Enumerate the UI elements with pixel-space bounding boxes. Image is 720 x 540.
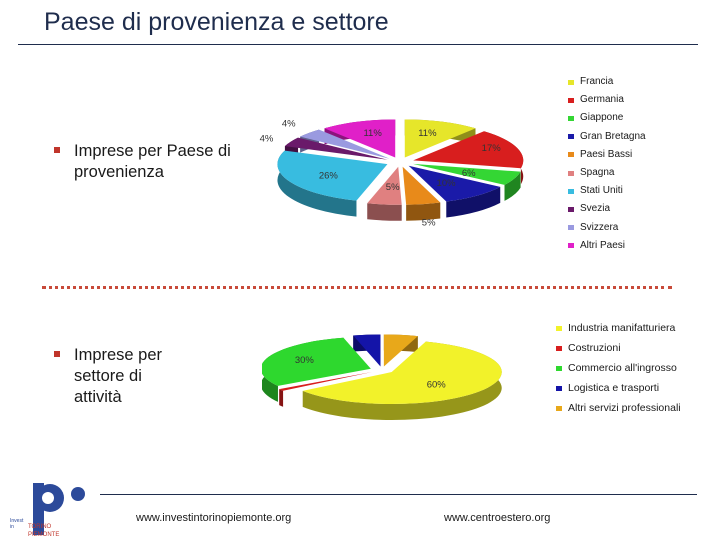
legend-swatch	[568, 79, 574, 85]
legend-item-spagna: Spagna	[568, 164, 646, 182]
legend-label: Commercio all'ingrosso	[568, 362, 677, 374]
legend-swatch	[568, 188, 574, 194]
pie-chart-sector: 60%1%30%4%5%	[262, 325, 502, 421]
legend-swatch	[556, 325, 562, 331]
legend-item-svezia: Svezia	[568, 200, 646, 218]
bullet-marker	[54, 351, 60, 357]
legend-item-costruzioni: Costruzioni	[556, 338, 681, 358]
legend-label: Paesi Bassi	[580, 148, 633, 160]
svg-text:TORINO: TORINO	[28, 524, 52, 530]
legend-item-paesi-bassi: Paesi Bassi	[568, 146, 646, 164]
slice-altri-paesi	[324, 119, 396, 158]
slice-commercio-all-ingrosso	[262, 337, 371, 402]
data-label-giappone: 6%	[462, 168, 476, 179]
slide-title: Paese di provenienza e settore	[44, 8, 389, 36]
legend-swatch	[568, 97, 574, 103]
footer-rule	[100, 494, 697, 495]
legend-swatch	[568, 134, 574, 140]
bullet-country: Imprese per Paese di provenienza	[54, 141, 264, 183]
legend-label: Gran Bretagna	[580, 130, 646, 142]
svg-text:PIEMONTE: PIEMONTE	[28, 532, 59, 538]
bullet-country-text: Imprese per Paese di provenienza	[74, 142, 231, 181]
slice-germania	[413, 131, 524, 185]
legend-country: Francia Germania Giappone Gran Bretagna Paes…	[568, 73, 646, 255]
legend-item-industria-manifatturiera: Industria manifatturiera	[556, 318, 681, 338]
legend-item-commercio-all-ingrosso: Commercio all'ingrosso	[556, 358, 681, 378]
svg-text:in: in	[10, 524, 14, 530]
legend-item-logistica-e-trasporti: Logistica e trasporti	[556, 378, 681, 398]
slice-logistica-e-trasporti	[353, 334, 381, 367]
data-label-svizzera: 4%	[282, 118, 296, 129]
data-label-germania: 17%	[482, 143, 502, 154]
svg-text:Invest: Invest	[10, 518, 24, 524]
slice-altri-servizi-professionali	[383, 334, 418, 367]
legend-label: Industria manifatturiera	[568, 322, 676, 334]
legend-item-giappone: Giappone	[568, 109, 646, 127]
slice-giappone	[412, 163, 521, 201]
slice-paesi-bassi	[402, 166, 441, 221]
pie-chart-country: 11% 17% 6% 10% 5% 5% 26% 4% 4% 11%	[260, 118, 524, 228]
dotted-divider	[42, 286, 672, 289]
legend-item-francia: Francia	[568, 73, 646, 91]
title-underline	[18, 44, 698, 45]
url-invest[interactable]: www.investintorinopiemonte.org	[136, 512, 292, 524]
legend-swatch	[568, 243, 574, 249]
data-label-francia: 11%	[418, 128, 437, 139]
slice-francia	[404, 119, 476, 158]
legend-swatch	[568, 152, 574, 158]
data-label-industria-manifatturiera: 60%	[427, 379, 447, 390]
bullet-marker	[54, 147, 60, 153]
data-label-svezia: 4%	[260, 133, 274, 144]
legend-swatch	[568, 225, 574, 231]
legend-label: Svizzera	[580, 221, 619, 233]
slice-gran-bretagna	[408, 165, 501, 218]
legend-label: Germania	[580, 94, 624, 106]
url-centroestero[interactable]: www.centroestero.org	[444, 512, 551, 524]
legend-label: Logistica e trasporti	[568, 382, 660, 394]
legend-label: Spagna	[580, 167, 615, 179]
data-label-altri-servizi-professionali: 5%	[399, 325, 413, 328]
legend-swatch	[556, 365, 562, 371]
legend-label: Giappone	[580, 112, 624, 124]
legend-swatch	[568, 207, 574, 213]
legend-swatch	[568, 116, 574, 121]
legend-item-gran-bretagna: Gran Bretagna	[568, 128, 646, 146]
data-label-paesi-bassi: 5%	[422, 217, 436, 228]
data-label-stati-uniti: 26%	[319, 170, 339, 181]
legend-label: Stati Uniti	[580, 185, 623, 197]
data-label-spagna: 5%	[386, 182, 400, 193]
legend-item-stati-uniti: Stati Uniti	[568, 182, 646, 200]
data-label-commercio-all-ingrosso: 30%	[295, 355, 315, 366]
slice-industria-manifatturiera	[302, 341, 502, 421]
legend-item-germania: Germania	[568, 91, 646, 109]
legend-item-altri-servizi-professionali: Altri servizi professionali	[556, 398, 681, 418]
bullet-sector: Imprese per settore di attività	[54, 345, 194, 408]
legend-item-svizzera: Svizzera	[568, 219, 646, 237]
legend-swatch	[556, 385, 562, 391]
legend-swatch	[556, 345, 562, 351]
data-label-gran-bretagna: 10%	[437, 178, 457, 189]
invest-torino-piemonte-logo: Invest in TORINO PIEMONTE	[10, 483, 85, 538]
legend-label: Altri servizi professionali	[568, 402, 681, 414]
data-label-altri-paesi: 11%	[363, 128, 382, 139]
legend-label: Costruzioni	[568, 342, 621, 354]
bullet-sector-text: Imprese per settore di attività	[74, 346, 163, 406]
slice-spagna	[367, 166, 402, 221]
slice-stati-uniti	[277, 150, 388, 217]
legend-label: Svezia	[580, 203, 611, 215]
legend-label: Altri Paesi	[580, 239, 626, 251]
legend-item-altri-paesi: Altri Paesi	[568, 237, 646, 255]
legend-swatch	[556, 405, 562, 411]
legend-swatch	[568, 170, 574, 176]
legend-label: Francia	[580, 76, 614, 87]
legend-sector: Industria manifatturiera Costruzioni Comme…	[556, 318, 681, 418]
slice-costruzioni	[279, 371, 373, 407]
